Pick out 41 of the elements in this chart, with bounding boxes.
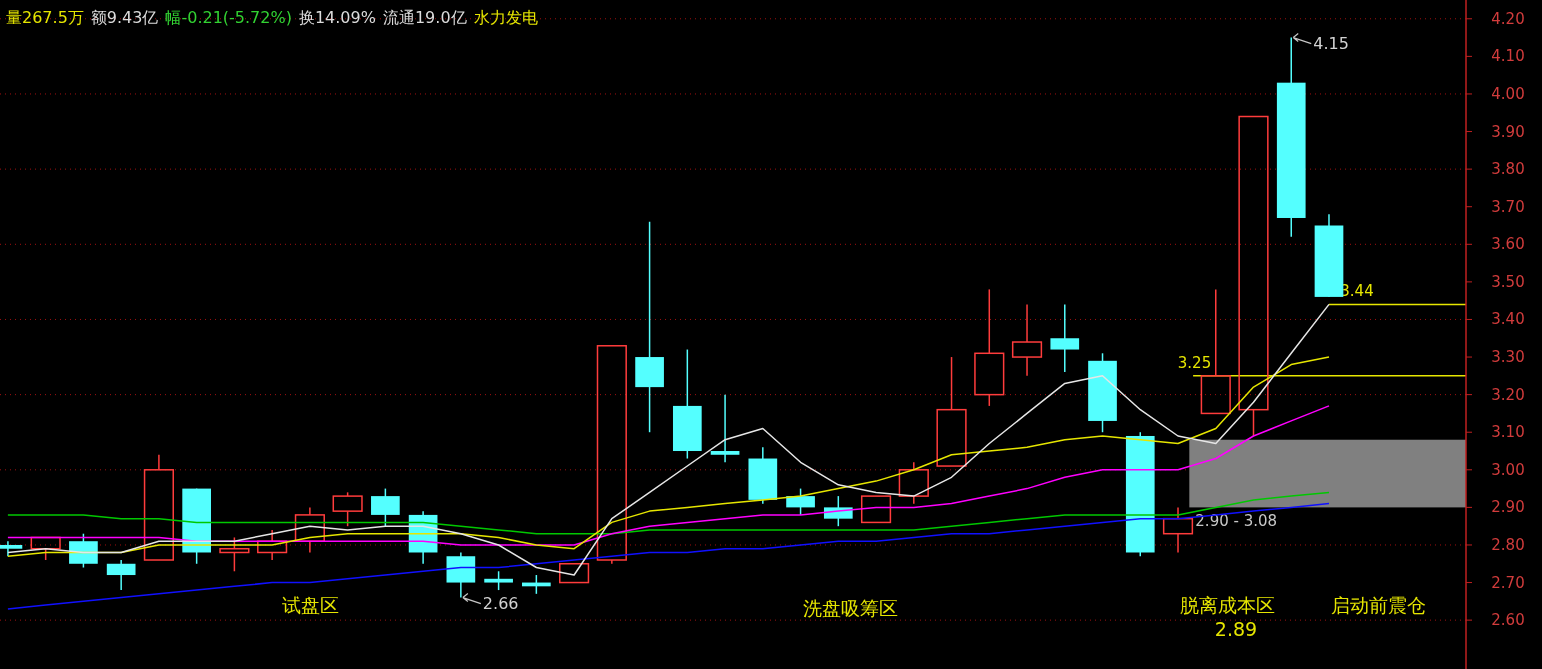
line-series	[7, 303, 1330, 576]
y-tick-label: 3.80	[1491, 160, 1525, 179]
y-tick-label: 2.80	[1491, 535, 1525, 554]
y-tick-label: 3.00	[1491, 460, 1525, 479]
candlestick	[898, 461, 929, 505]
y-tick-label: 2.70	[1491, 573, 1525, 592]
y-tick-label: 3.20	[1491, 385, 1525, 404]
annotation: 换14.09%	[298, 8, 376, 27]
y-tick-label: 4.20	[1491, 9, 1525, 28]
annotation: 流通19.0亿	[382, 8, 467, 27]
y-tick-label: 3.60	[1491, 235, 1525, 254]
annotation: 额9.43亿	[90, 8, 159, 27]
y-tick-label: 3.30	[1491, 348, 1525, 367]
annotation: 4.15	[1313, 33, 1349, 53]
annotation: 水力发电	[473, 8, 538, 27]
candlestick	[710, 393, 740, 464]
y-tick-label: 2.90	[1491, 498, 1525, 517]
annotation: 洗盘吸筹区	[802, 597, 898, 619]
annotation: 幅-0.21(-5.72%)	[165, 8, 292, 27]
y-tick-label: 3.50	[1491, 272, 1525, 291]
y-tick-label: 3.70	[1491, 197, 1525, 216]
y-tick-label: 3.90	[1491, 122, 1525, 141]
ref-line-label: 3.44	[1340, 282, 1374, 301]
annotation: 脱离成本区	[1179, 594, 1275, 616]
y-tick-label: 3.10	[1491, 423, 1525, 442]
y-tick-label: 4.00	[1491, 84, 1525, 103]
y-tick-label: 4.10	[1491, 47, 1525, 66]
annotation: 试盘区	[281, 594, 339, 616]
ref-line-label: 3.25	[1177, 353, 1212, 372]
annotation: 量267.5万	[6, 8, 84, 27]
band-label: 2.90 - 3.08	[1195, 512, 1278, 531]
y-tick-label: 3.40	[1491, 310, 1525, 329]
candlestick	[1050, 303, 1080, 373]
line-series	[7, 491, 1330, 535]
y-tick-label: 2.60	[1491, 611, 1525, 630]
annotation: 启动前震仓	[1330, 594, 1426, 616]
annotation: 2.66	[482, 593, 519, 613]
annotation: 2.89	[1214, 618, 1258, 640]
candlestick	[1011, 303, 1043, 377]
line-series	[7, 405, 1330, 546]
candlestick	[484, 570, 513, 591]
